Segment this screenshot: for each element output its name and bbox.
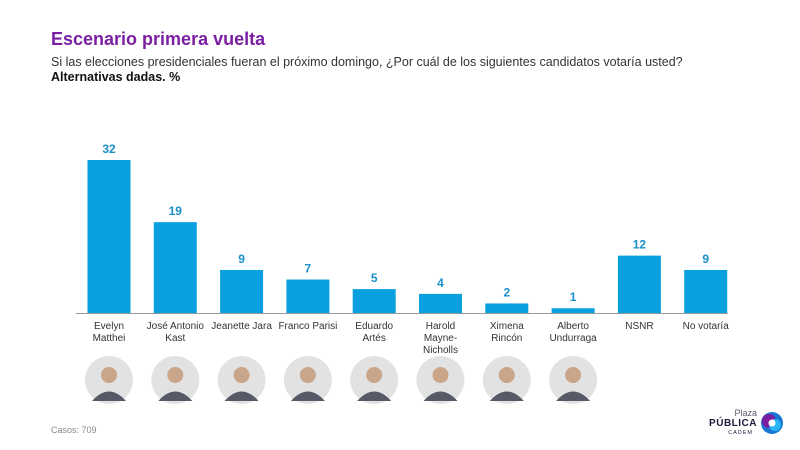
data-label: 19: [169, 204, 183, 218]
category-label: Mayne-: [424, 333, 457, 344]
candidate-portrait-icon: [482, 356, 531, 404]
logo-line-1: Plaza: [734, 408, 757, 418]
bar: [485, 303, 529, 313]
category-label: Artés: [363, 333, 386, 344]
candidate-portrait-icon: [283, 356, 332, 404]
data-label: 7: [305, 262, 312, 276]
category-label: Ximena: [490, 321, 524, 332]
bar: [286, 279, 330, 313]
category-label: Eduardo: [355, 321, 393, 332]
logo-line-3: CADEM: [728, 430, 753, 436]
candidate-portrait-icon: [217, 356, 266, 404]
bar: [153, 222, 197, 313]
category-label: Alberto: [557, 321, 589, 332]
category-label: Undurraga: [549, 333, 597, 344]
category-label: Matthei: [93, 333, 126, 344]
category-label: No votaría: [683, 321, 730, 332]
data-label: 5: [371, 271, 378, 285]
data-label: 2: [503, 285, 510, 299]
data-label: 9: [238, 252, 245, 266]
logo-mark-icon: [761, 412, 783, 434]
data-label: 32: [102, 142, 116, 156]
data-label: 9: [702, 252, 709, 266]
category-label: Kast: [165, 333, 185, 344]
category-label: Harold: [426, 321, 455, 332]
bar: [352, 289, 396, 313]
candidate-portrait-icon: [151, 356, 200, 404]
candidate-portrait-icon: [549, 356, 598, 404]
candidate-portrait-icon: [416, 356, 465, 404]
bar: [684, 269, 728, 313]
category-label: Jeanette Jara: [211, 321, 272, 332]
bar: [220, 269, 264, 313]
sample-size-note: Casos: 709: [51, 425, 97, 435]
candidate-portrait-icon: [350, 356, 399, 404]
category-label: Rincón: [491, 333, 522, 344]
chart-note: Alternativas dadas. %: [51, 70, 181, 84]
bar: [617, 255, 661, 313]
plaza-publica-logo: Plaza PÚBLICA CADEM: [705, 408, 785, 440]
chart-subtitle: Si las elecciones presidenciales fueran …: [51, 55, 683, 69]
data-label: 1: [570, 290, 577, 304]
bar: [87, 160, 131, 313]
logo-line-2: PÚBLICA: [709, 418, 757, 429]
category-label: NSNR: [625, 321, 653, 332]
data-label: 12: [633, 238, 647, 252]
category-label: José Antonio: [147, 321, 205, 332]
category-label: Franco Parisi: [278, 321, 337, 332]
bar: [419, 293, 462, 313]
data-label: 4: [437, 276, 444, 290]
category-label: Nicholls: [423, 345, 458, 356]
bar: [551, 308, 595, 313]
category-label: Evelyn: [94, 321, 124, 332]
candidate-portrait-icon: [85, 356, 133, 404]
chart-title: Escenario primera vuelta: [51, 29, 266, 49]
